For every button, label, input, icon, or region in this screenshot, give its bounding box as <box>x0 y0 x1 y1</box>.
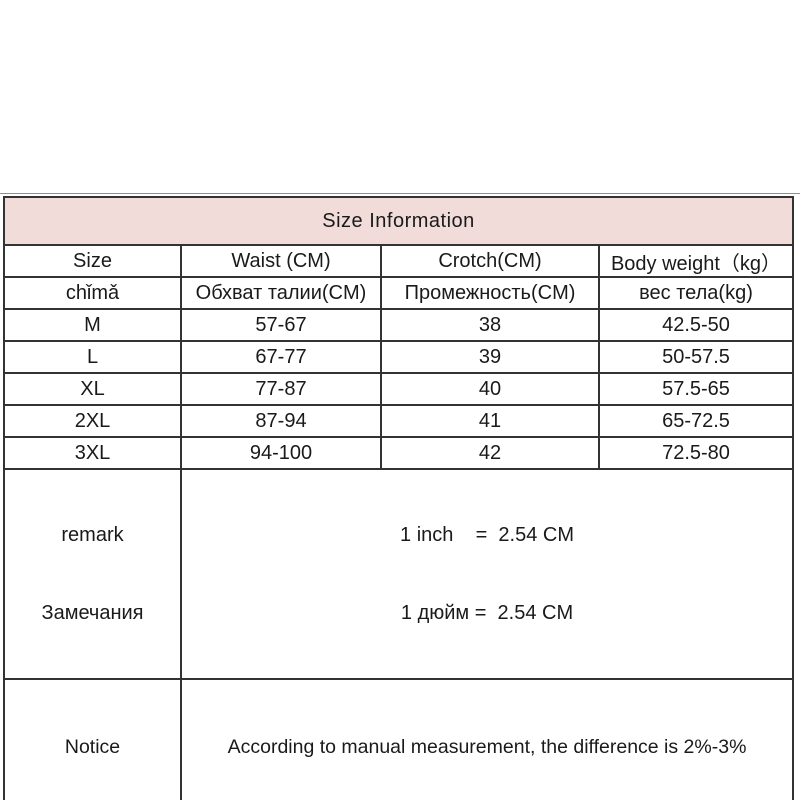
header-waist-ru: Обхват талии(CM) <box>180 276 382 310</box>
title-row: Size Information <box>2 196 795 246</box>
notice-label-en: Notice <box>64 736 121 758</box>
cell-size: XL <box>3 372 182 406</box>
header-row-localized: chǐmǎ Обхват талии(CM) Промежность(CM) в… <box>3 276 795 310</box>
cell-waist: 94-100 <box>180 436 382 470</box>
cell-crotch: 39 <box>380 340 600 374</box>
cell-waist: 67-77 <box>180 340 382 374</box>
header-size-pinyin: chǐmǎ <box>3 276 182 310</box>
cell-weight: 50-57.5 <box>597 340 795 374</box>
cell-weight: 72.5-80 <box>597 436 795 470</box>
notice-row: Notice Примечание According to manual me… <box>3 678 795 800</box>
top-divider-line <box>0 193 800 194</box>
header-waist: Waist (CM) <box>180 244 382 278</box>
header-body-weight: Body weight（kg） <box>597 244 795 278</box>
table-title: Size Information <box>2 196 795 246</box>
cell-waist: 87-94 <box>180 404 382 438</box>
cell-size: L <box>3 340 182 374</box>
header-crotch-ru: Промежность(CM) <box>380 276 600 310</box>
cell-weight: 65-72.5 <box>597 404 795 438</box>
cell-weight: 57.5-65 <box>597 372 795 406</box>
remark-label-cell: remark Замечания <box>3 468 182 680</box>
cell-crotch: 38 <box>380 308 600 342</box>
table-row-3xl: 3XL 94-100 42 72.5-80 <box>3 436 795 470</box>
remark-label-en: remark <box>61 524 124 546</box>
table-row-m: M 57-67 38 42.5-50 <box>3 308 795 342</box>
cell-crotch: 41 <box>380 404 600 438</box>
cell-crotch: 42 <box>380 436 600 470</box>
cell-weight: 42.5-50 <box>597 308 795 342</box>
table-row-2xl: 2XL 87-94 41 65-72.5 <box>3 404 795 438</box>
remark-label-ru: Замечания <box>41 602 144 624</box>
remark-line-ru: 1 дюйм = 2.54 CM <box>400 602 574 624</box>
table-row-l: L 67-77 39 50-57.5 <box>3 340 795 374</box>
cell-size: 3XL <box>3 436 182 470</box>
cell-crotch: 40 <box>380 372 600 406</box>
table-row-xl: XL 77-87 40 57.5-65 <box>3 372 795 406</box>
header-row-english: Size Waist (CM) Crotch(CM) Body weight（k… <box>3 244 795 278</box>
notice-content-cell: According to manual measurement, the dif… <box>179 678 795 800</box>
header-crotch: Crotch(CM) <box>380 244 600 278</box>
remark-line-en: 1 inch = 2.54 CM <box>400 524 574 546</box>
header-size: Size <box>3 244 182 278</box>
notice-line-en: According to manual measurement, the dif… <box>227 736 747 758</box>
cell-size: 2XL <box>3 404 182 438</box>
remark-row: remark Замечания 1 inch = 2.54 CM 1 дюйм… <box>3 468 795 680</box>
notice-label-cell: Notice Примечание <box>3 678 182 800</box>
remark-content-cell: 1 inch = 2.54 CM 1 дюйм = 2.54 CM <box>179 468 795 680</box>
header-body-weight-ru: вес тела(kg) <box>597 276 795 310</box>
cell-waist: 57-67 <box>180 308 382 342</box>
cell-size: M <box>3 308 182 342</box>
size-information-table: Size Information Size Waist (CM) Crotch(… <box>2 196 795 800</box>
cell-waist: 77-87 <box>180 372 382 406</box>
